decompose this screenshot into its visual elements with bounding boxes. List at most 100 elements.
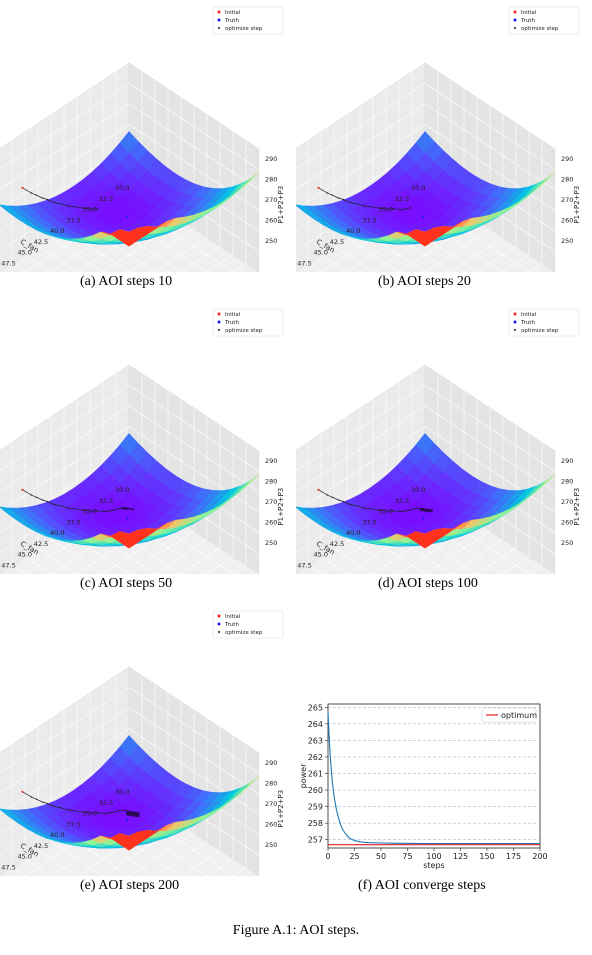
- optimize-step-marker: [131, 814, 134, 817]
- optimize-step-marker: [137, 815, 140, 818]
- optimize-step-marker: [82, 509, 85, 512]
- optimize-step-marker: [370, 206, 372, 208]
- legend-truth-marker: [513, 320, 517, 324]
- legend-step-marker: [514, 27, 516, 29]
- x-tick-label: 42.5: [34, 238, 48, 246]
- surface-plot-c: 30.032.535.037.540.042.545.047.550.030.0…: [0, 308, 285, 574]
- surface-plot-d: 30.032.535.037.540.042.545.047.550.030.0…: [296, 308, 581, 574]
- z-tick-label: 270: [265, 196, 277, 204]
- optimize-step-marker: [90, 812, 93, 814]
- optimize-path: [22, 187, 98, 210]
- optimize-step-marker: [332, 496, 334, 499]
- caption-d: (d) AOI steps 100: [378, 576, 478, 591]
- optimize-step-marker: [53, 201, 55, 204]
- x-tick-label: 42.5: [34, 540, 48, 548]
- optimize-step-marker: [90, 208, 93, 210]
- caption-b: (b) AOI steps 20: [378, 274, 471, 289]
- optimize-step-marker: [424, 510, 427, 512]
- optimize-step-marker: [127, 814, 130, 817]
- truth-marker: [126, 819, 129, 822]
- legend: Initial Truth optimize step: [508, 308, 580, 337]
- z-tick-label: 290: [561, 155, 573, 163]
- figure-caption: Figure A.1: AOI steps.: [232, 923, 360, 938]
- caption-e: (e) AOI steps 200: [80, 878, 180, 893]
- optimize-step-marker: [30, 494, 33, 496]
- z-tick-label: 270: [561, 498, 573, 506]
- legend-box: [212, 308, 284, 337]
- legend-initial-marker: [217, 312, 221, 316]
- optimize-step-marker: [130, 508, 133, 510]
- optimize-step-marker: [82, 811, 85, 814]
- optimize-step-marker: [393, 208, 395, 210]
- optimize-step-marker: [126, 508, 128, 511]
- initial-marker: [21, 488, 24, 491]
- x-tick-label: 45.0: [314, 551, 328, 559]
- optimize-step-marker: [349, 503, 351, 506]
- optimize-step-marker: [36, 496, 38, 499]
- legend-box: [508, 6, 580, 35]
- x-tick-label: 47.5: [297, 561, 311, 569]
- optimize-step-marker: [399, 510, 401, 513]
- optimize-step-marker: [413, 508, 416, 510]
- z-tick-label: 290: [561, 457, 573, 465]
- optimize-step-marker: [74, 206, 76, 208]
- x-tick-label: 37.5: [66, 820, 80, 828]
- optimize-step-marker: [117, 508, 120, 510]
- x-tick-label: 42.5: [330, 540, 344, 548]
- x-tick-label: 42.5: [34, 842, 48, 850]
- optimize-step-marker: [355, 202, 357, 205]
- optimize-step-marker: [103, 812, 106, 815]
- x-tick-label: 25: [349, 852, 359, 861]
- x-tick-label: 35.0: [83, 206, 97, 214]
- legend-box: [212, 610, 284, 639]
- surface: [0, 433, 260, 549]
- y-tick-label: 260: [308, 786, 323, 795]
- y-tick-label: 257: [308, 836, 323, 845]
- x-tick-label: 45.0: [18, 853, 32, 861]
- optimize-step-marker: [370, 508, 372, 510]
- x-tick-label: 40.0: [346, 529, 360, 537]
- optimize-step-marker: [423, 509, 425, 512]
- optimize-step-marker: [342, 198, 344, 201]
- optimize-step-marker: [417, 507, 419, 509]
- optimize-step-marker: [431, 510, 433, 512]
- legend-step-marker: [514, 329, 516, 331]
- optimize-step-marker: [410, 206, 412, 209]
- legend-initial-label: Initial: [225, 312, 241, 318]
- z-tick-label: 260: [265, 519, 277, 527]
- optimize-step-marker: [419, 509, 422, 512]
- optimize-step-marker: [36, 798, 38, 801]
- optimize-step-marker: [337, 197, 340, 199]
- x-tick-label: 40.0: [50, 831, 64, 839]
- x-tick-label: 32.5: [395, 497, 409, 505]
- x-tick-label: 42.5: [330, 238, 344, 246]
- x-tick-label: 45.0: [314, 249, 328, 257]
- panel-d: 30.032.535.037.540.042.545.047.550.030.0…: [296, 302, 592, 597]
- legend-step-label: optimize step: [225, 26, 263, 32]
- optimize-step-marker: [399, 208, 401, 211]
- z-axis-label: P1+P2+P3: [573, 488, 581, 526]
- panel-a: 30.032.535.037.540.042.545.047.550.030.0…: [0, 0, 296, 295]
- optimize-step-marker: [103, 510, 106, 513]
- optimize-step-marker: [349, 201, 351, 204]
- optimize-step-marker: [74, 810, 76, 812]
- optimize-step-marker: [134, 815, 137, 817]
- x-tick-label: 47.5: [1, 561, 15, 569]
- legend-truth-marker: [217, 320, 221, 324]
- caption-f: (f) AOI converge steps: [358, 878, 486, 893]
- optimize-step-marker: [337, 499, 340, 501]
- z-axis-label: P1+P2+P3: [573, 186, 581, 224]
- optimize-step-marker: [67, 205, 70, 207]
- optimize-step-marker: [386, 208, 388, 210]
- x-tick-label: 175: [506, 852, 521, 861]
- panel-b: 30.032.535.037.540.042.545.047.550.030.0…: [296, 0, 592, 295]
- z-tick-label: 290: [265, 759, 277, 767]
- optimize-step-marker: [109, 510, 111, 512]
- legend-truth-label: Truth: [224, 622, 239, 628]
- z-tick-label: 260: [265, 821, 277, 829]
- optimize-step-marker: [405, 208, 407, 210]
- optimize-step-marker: [41, 197, 44, 199]
- x-tick-label: 30.0: [115, 486, 129, 494]
- legend-step-marker: [218, 329, 220, 331]
- legend: Initial Truth optimize step: [212, 6, 284, 35]
